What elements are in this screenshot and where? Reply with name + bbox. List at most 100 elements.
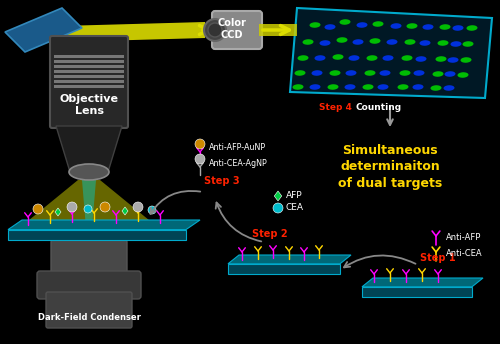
Ellipse shape <box>412 84 424 90</box>
Polygon shape <box>23 180 155 225</box>
Ellipse shape <box>372 21 384 27</box>
Ellipse shape <box>364 70 376 76</box>
Ellipse shape <box>362 84 374 90</box>
FancyBboxPatch shape <box>50 36 128 128</box>
Ellipse shape <box>69 164 109 180</box>
Ellipse shape <box>422 24 434 30</box>
Polygon shape <box>8 220 200 229</box>
Bar <box>54 55 124 57</box>
Text: Color
CCD: Color CCD <box>218 18 246 40</box>
Polygon shape <box>228 264 340 274</box>
Ellipse shape <box>458 72 468 78</box>
FancyBboxPatch shape <box>46 292 132 328</box>
Ellipse shape <box>346 70 356 76</box>
Ellipse shape <box>348 55 360 61</box>
Ellipse shape <box>406 23 418 29</box>
Ellipse shape <box>356 22 368 28</box>
Bar <box>54 70 124 73</box>
Text: Anti-CEA: Anti-CEA <box>446 249 482 258</box>
Text: of dual targets: of dual targets <box>338 178 442 191</box>
Ellipse shape <box>336 37 347 43</box>
Circle shape <box>208 23 222 37</box>
Ellipse shape <box>380 70 390 76</box>
Polygon shape <box>274 191 282 201</box>
Ellipse shape <box>400 70 410 76</box>
Polygon shape <box>82 180 96 228</box>
Ellipse shape <box>340 19 350 25</box>
Ellipse shape <box>460 57 471 63</box>
Ellipse shape <box>414 70 424 76</box>
Ellipse shape <box>404 39 415 45</box>
Circle shape <box>33 204 43 214</box>
Text: Simultaneous: Simultaneous <box>342 143 438 157</box>
Ellipse shape <box>466 25 477 31</box>
Ellipse shape <box>320 40 330 46</box>
Ellipse shape <box>420 40 430 46</box>
Ellipse shape <box>452 25 464 31</box>
Ellipse shape <box>398 84 408 90</box>
Text: Objective
Lens: Objective Lens <box>60 94 118 116</box>
Ellipse shape <box>462 41 473 47</box>
Ellipse shape <box>330 70 340 76</box>
Text: AFP: AFP <box>286 192 302 201</box>
Bar <box>54 80 124 83</box>
Polygon shape <box>56 126 122 172</box>
Ellipse shape <box>352 39 364 45</box>
Circle shape <box>204 19 226 41</box>
Circle shape <box>84 205 92 213</box>
Ellipse shape <box>444 85 454 91</box>
Ellipse shape <box>430 85 442 91</box>
FancyBboxPatch shape <box>37 271 141 299</box>
Ellipse shape <box>438 40 448 46</box>
Circle shape <box>67 202 77 212</box>
Ellipse shape <box>370 38 380 44</box>
Circle shape <box>100 202 110 212</box>
Ellipse shape <box>382 55 394 61</box>
Text: Counting: Counting <box>355 103 401 112</box>
Ellipse shape <box>436 56 446 62</box>
Ellipse shape <box>444 71 456 77</box>
Ellipse shape <box>448 57 458 63</box>
Ellipse shape <box>53 234 125 250</box>
Ellipse shape <box>378 84 388 90</box>
Ellipse shape <box>432 71 444 77</box>
Ellipse shape <box>344 84 356 90</box>
Text: CEA: CEA <box>286 204 304 213</box>
Ellipse shape <box>294 70 306 76</box>
Circle shape <box>133 202 143 212</box>
Text: Step 3: Step 3 <box>204 176 240 186</box>
Ellipse shape <box>328 84 338 90</box>
Ellipse shape <box>324 24 336 30</box>
Ellipse shape <box>390 23 402 29</box>
Polygon shape <box>290 8 492 98</box>
Bar <box>54 75 124 77</box>
Bar <box>54 60 124 63</box>
Ellipse shape <box>292 84 304 90</box>
Bar <box>54 65 124 67</box>
Ellipse shape <box>298 55 308 61</box>
Ellipse shape <box>440 24 450 30</box>
Circle shape <box>148 206 156 214</box>
Text: determinaiton: determinaiton <box>340 161 440 173</box>
Ellipse shape <box>332 54 344 60</box>
Ellipse shape <box>386 39 398 45</box>
Ellipse shape <box>314 55 326 61</box>
Polygon shape <box>5 8 82 52</box>
Text: Step 1: Step 1 <box>420 253 456 263</box>
Polygon shape <box>122 207 128 215</box>
Ellipse shape <box>416 56 426 62</box>
Circle shape <box>273 203 283 213</box>
Bar <box>259 24 297 36</box>
Ellipse shape <box>310 22 320 28</box>
FancyBboxPatch shape <box>51 240 127 278</box>
Circle shape <box>195 139 205 149</box>
Text: Step 2: Step 2 <box>252 229 288 239</box>
FancyBboxPatch shape <box>212 11 262 49</box>
Circle shape <box>195 154 205 164</box>
Polygon shape <box>362 287 472 297</box>
Polygon shape <box>55 208 61 216</box>
Text: Anti-AFP-AuNP: Anti-AFP-AuNP <box>209 143 266 152</box>
Bar <box>54 85 124 87</box>
Text: Step 4: Step 4 <box>319 103 352 112</box>
Ellipse shape <box>450 41 462 47</box>
